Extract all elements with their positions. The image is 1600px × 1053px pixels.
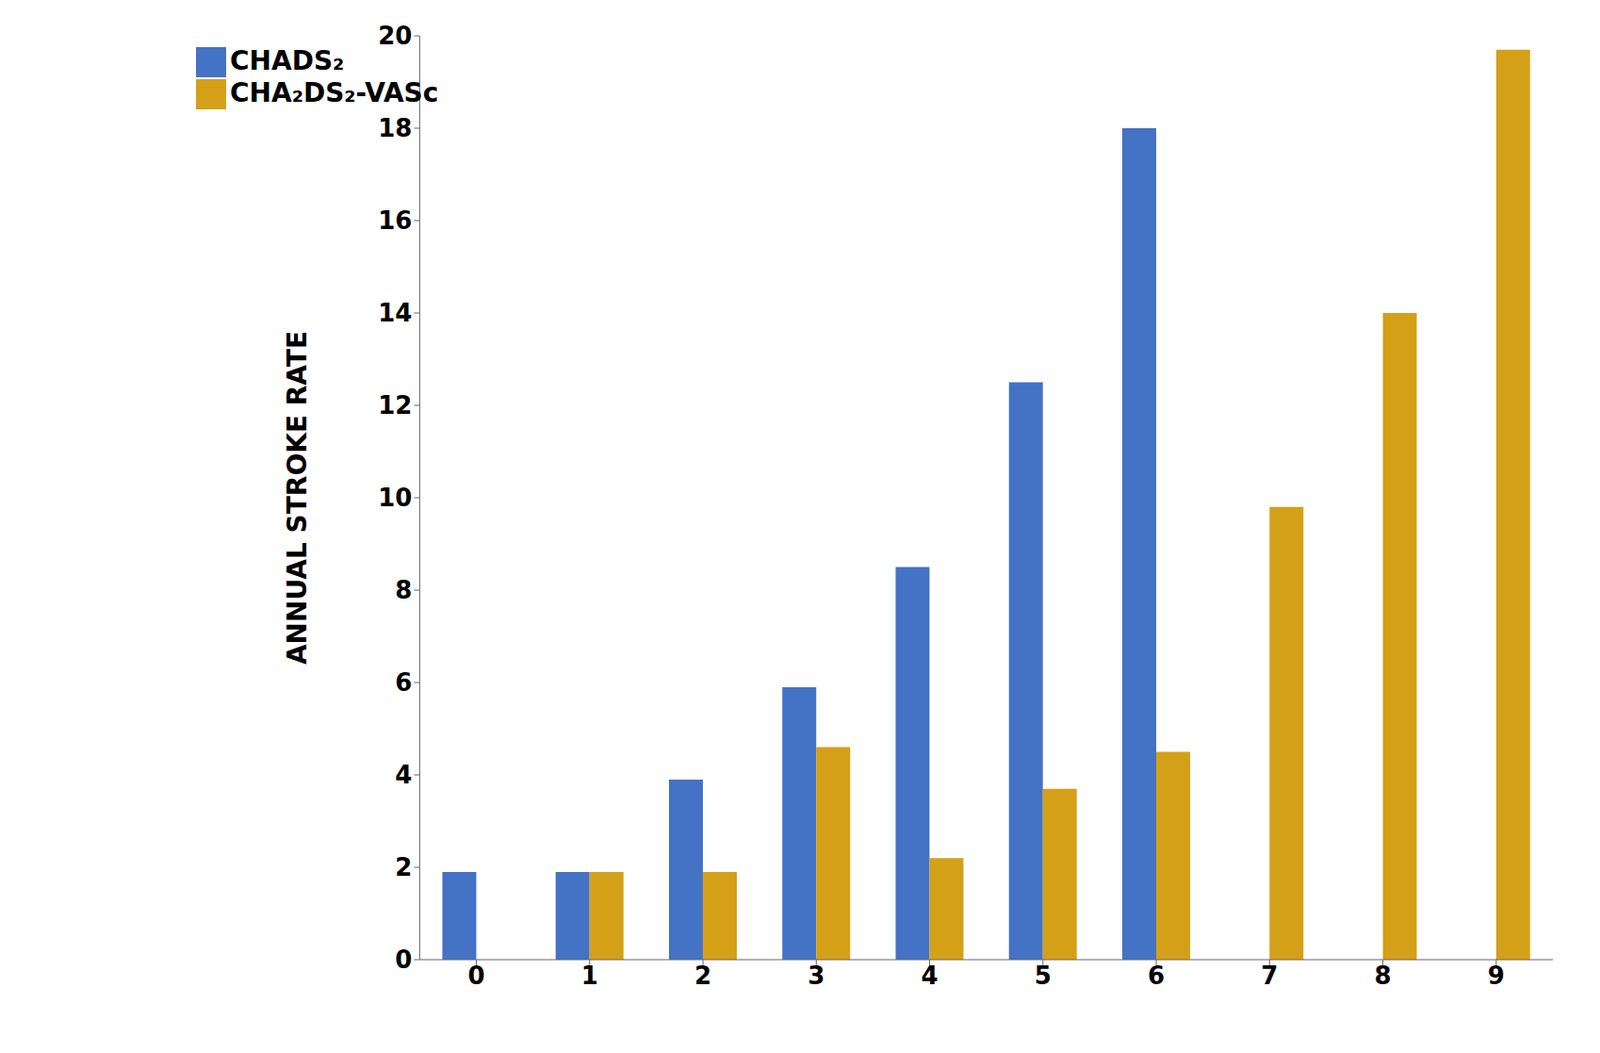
svg-text:4: 4 <box>921 961 939 990</box>
svg-text:5: 5 <box>1034 961 1052 990</box>
svg-text:14: 14 <box>377 298 412 327</box>
html-text:CHADS₂: CHADS₂ <box>229 45 345 77</box>
svg-text:2: 2 <box>694 961 712 990</box>
svg-text:4: 4 <box>394 760 412 789</box>
svg-text:6: 6 <box>394 668 412 697</box>
svg-text:6: 6 <box>1147 961 1165 990</box>
svg-text:18: 18 <box>377 114 412 143</box>
svg-text:20: 20 <box>377 21 412 50</box>
svg-text:ANNUAL STROKE RATE: ANNUAL STROKE RATE <box>281 330 313 665</box>
svg-text:0: 0 <box>394 945 412 974</box>
svg-text:0: 0 <box>467 961 485 990</box>
svg-text:8: 8 <box>394 575 412 605</box>
svg-text:10: 10 <box>377 483 412 512</box>
svg-text:2: 2 <box>394 852 412 882</box>
svg-text:1: 1 <box>581 961 599 990</box>
svg-text:8: 8 <box>1374 961 1392 990</box>
svg-text:7: 7 <box>1260 961 1278 990</box>
svg-text:12: 12 <box>377 391 412 420</box>
svg-text:3: 3 <box>807 961 825 990</box>
svg-text:9: 9 <box>1487 961 1505 990</box>
svg-text:16: 16 <box>377 206 412 235</box>
html-text:CHA₂DS₂-VASc: CHA₂DS₂-VASc <box>229 77 439 109</box>
